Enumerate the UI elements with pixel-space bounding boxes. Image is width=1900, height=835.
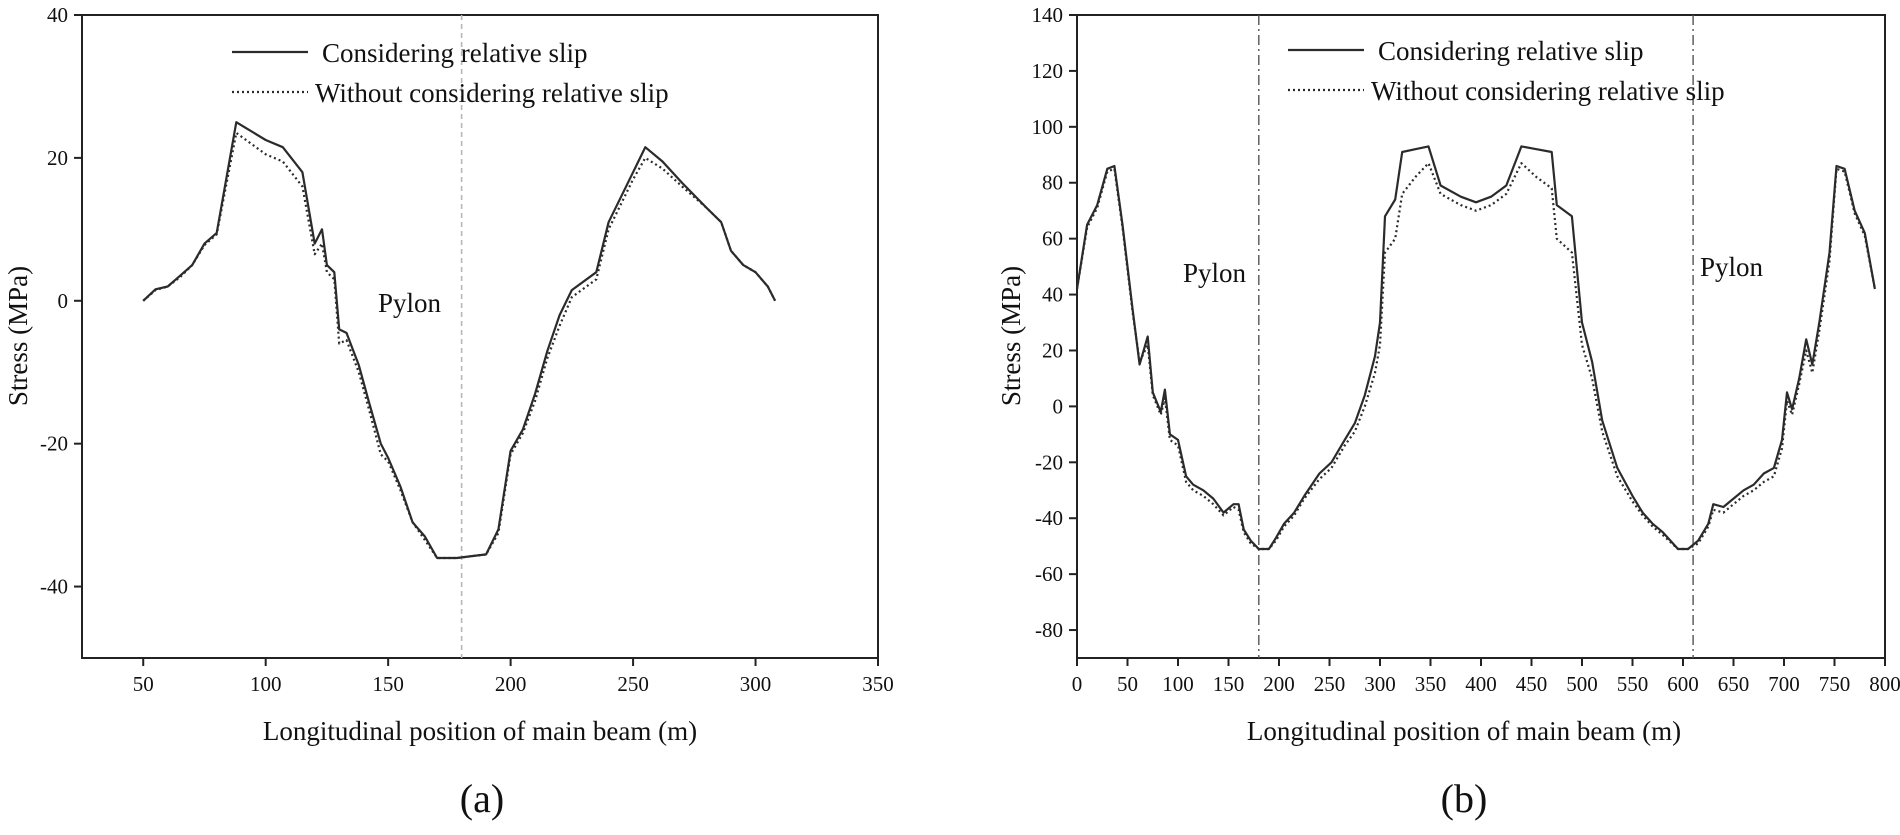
a-xtick-label: 250 <box>617 672 649 696</box>
b-legend-dotted-label: Without considering relative slip <box>1371 76 1725 106</box>
a-series-without-slip <box>143 133 775 558</box>
b-xtick-label: 400 <box>1465 672 1497 696</box>
plot-frame-b <box>1077 15 1885 658</box>
b-yaxis-label: Stress (MPa) <box>996 266 1026 406</box>
a-legend: Considering relative slip Without consid… <box>232 38 669 108</box>
b-xtick-label: 150 <box>1213 672 1245 696</box>
b-series-without-slip <box>1077 163 1875 549</box>
b-ytick-label: -20 <box>1035 450 1063 474</box>
b-xtick-label: 0 <box>1072 672 1083 696</box>
a-ytick-label: -40 <box>40 575 68 599</box>
b-xtick-label: 700 <box>1768 672 1800 696</box>
b-xaxis-label: Longitudinal position of main beam (m) <box>1247 716 1681 746</box>
a-ytick-label: 40 <box>47 3 68 27</box>
a-xtick-label: 150 <box>372 672 404 696</box>
b-legend-solid-label: Considering relative slip <box>1378 36 1643 66</box>
b-ytick-label: 20 <box>1042 338 1063 362</box>
b-ytick-label: 40 <box>1042 283 1063 307</box>
a-ytick-label: 20 <box>47 146 68 170</box>
b-xtick-label: 450 <box>1516 672 1548 696</box>
b-legend: Considering relative slip Without consid… <box>1288 36 1725 106</box>
b-xtick-label: 800 <box>1869 672 1900 696</box>
plot-frame-a <box>82 15 878 658</box>
b-ytick-label: -60 <box>1035 562 1063 586</box>
a-series-with-slip <box>143 122 775 558</box>
a-xaxis-label: Longitudinal position of main beam (m) <box>263 716 697 746</box>
a-xtick-label: 350 <box>862 672 894 696</box>
b-series-group <box>1077 146 1875 549</box>
b-ytick-label: 120 <box>1032 59 1064 83</box>
a-pylon-label: Pylon <box>378 288 442 318</box>
b-panel-label: (b) <box>1441 776 1488 821</box>
b-xtick-label: 500 <box>1566 672 1598 696</box>
a-xtick-label: 200 <box>495 672 527 696</box>
a-ytick-label: 0 <box>58 289 69 313</box>
b-ytick-label: -80 <box>1035 618 1063 642</box>
a-xtick-label: 100 <box>250 672 282 696</box>
a-xtick-label: 300 <box>740 672 772 696</box>
a-legend-dotted-label: Without considering relative slip <box>315 78 669 108</box>
a-legend-solid-label: Considering relative slip <box>322 38 587 68</box>
b-ytick-label: 100 <box>1032 115 1064 139</box>
b-ytick-label: 140 <box>1032 3 1064 27</box>
a-xtick-label: 50 <box>133 672 154 696</box>
b-xtick-label: 250 <box>1314 672 1346 696</box>
b-xtick-label: 550 <box>1617 672 1649 696</box>
b-ytick-label: 80 <box>1042 171 1063 195</box>
b-xtick-label: 100 <box>1162 672 1194 696</box>
a-panel-label: (a) <box>460 776 504 821</box>
b-pylon-label-1: Pylon <box>1183 258 1247 288</box>
b-ytick-label: 0 <box>1053 394 1064 418</box>
b-ytick-label: 60 <box>1042 227 1063 251</box>
b-ytick-label: -40 <box>1035 506 1063 530</box>
b-xtick-label: 50 <box>1117 672 1138 696</box>
b-xtick-label: 750 <box>1819 672 1851 696</box>
b-xtick-label: 200 <box>1263 672 1295 696</box>
b-pylon-label-2: Pylon <box>1700 252 1764 282</box>
a-series-group <box>143 122 775 558</box>
b-gridlines <box>1259 15 1693 658</box>
chart-panel-a: 50 100 150 200 250 300 350 -40 -20 0 20 40 Consider… <box>3 3 894 821</box>
b-xtick-label: 300 <box>1364 672 1396 696</box>
b-xtick-label: 650 <box>1718 672 1750 696</box>
b-xtick-label: 350 <box>1415 672 1447 696</box>
a-yaxis-label: Stress (MPa) <box>3 266 33 406</box>
a-ytick-label: -20 <box>40 432 68 456</box>
b-xtick-label: 600 <box>1667 672 1699 696</box>
